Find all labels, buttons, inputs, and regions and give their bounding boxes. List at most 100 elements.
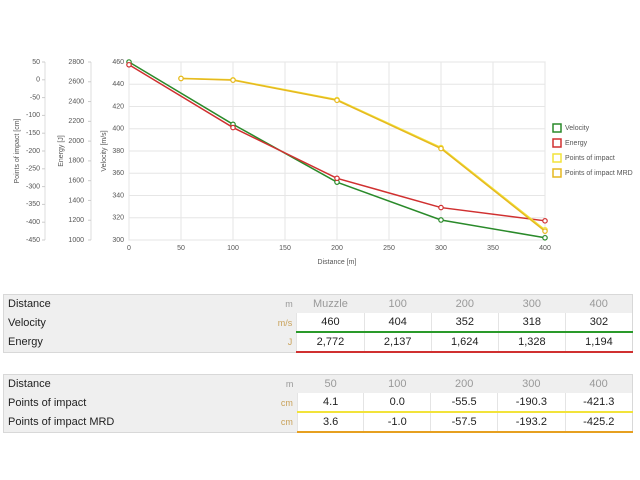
row-label: Velocity (8, 316, 46, 329)
row-label: Distance (8, 378, 51, 390)
y-tick-label: 2400 (68, 98, 84, 105)
point (126, 61, 132, 68)
y-tick-label: 1600 (68, 178, 84, 185)
y-tick-label: 460 (112, 59, 124, 66)
cell: 318 (497, 313, 566, 333)
unit: J (287, 336, 293, 347)
y-axis-title: Energy [J] (58, 135, 65, 167)
y-tick-label: 420 (112, 103, 124, 110)
cell: -193.2 (497, 412, 566, 433)
y-tick-label: -50 (30, 94, 40, 101)
y-axis-title: Velocity [m/s] (101, 130, 108, 171)
y-tick-label: 2600 (68, 79, 84, 86)
x-tick-label: 300 (435, 245, 447, 252)
point (178, 75, 184, 82)
y-tick-label: -300 (26, 183, 40, 190)
unit: m (285, 379, 294, 389)
y-tick-label: 1200 (68, 217, 84, 224)
y-tick-label: 320 (112, 215, 124, 222)
y-tick-label: -250 (26, 166, 40, 173)
cell: 100 (388, 378, 407, 390)
y-tick-label: 2800 (68, 59, 84, 66)
y-tick-label: -150 (26, 130, 40, 137)
x-tick-label: 400 (539, 245, 551, 252)
y-tick-label: 1800 (68, 158, 84, 165)
legend-swatch (552, 123, 562, 133)
unit: cm (280, 397, 293, 408)
y-tick-label: -200 (26, 148, 40, 155)
y-tick-label: 340 (112, 192, 124, 199)
cell: 0.0 (363, 393, 431, 413)
point (230, 124, 236, 131)
point (334, 175, 340, 182)
chart: 50 0 -50 -100 -150 -200 -250 -300 -350 -400 -450 Po… (14, 59, 633, 266)
cell: 400 (589, 298, 608, 310)
x-tick-label: 200 (331, 245, 343, 252)
y-tick-label: 1000 (68, 237, 84, 244)
point (542, 218, 548, 224)
cell: 1,328 (497, 332, 566, 353)
y-tick-label: 0 (36, 77, 40, 84)
table-row: Points of impact cm 4.1 0.0 -55.5 -190.3 -421.… (4, 393, 633, 413)
table: Distance m Muzzle 100 200 300 400 Velocity m/s 46… (3, 294, 633, 353)
row-label: Distance (8, 298, 51, 310)
y-tick-label: -350 (26, 201, 40, 208)
row-label: Energy (8, 335, 43, 348)
cell: -57.5 (430, 412, 498, 433)
table-row: Velocity m/s 460 404 352 318 302 (4, 313, 633, 333)
y-tick-label: 2000 (68, 138, 84, 145)
x-tick-label: 100 (227, 245, 239, 252)
y-tick-label: 2200 (68, 118, 84, 125)
y-tick-label: -450 (26, 237, 40, 244)
y-tick-label: -100 (26, 112, 40, 119)
x-tick-label: 50 (177, 245, 185, 252)
legend-label: Points of impact MRD (565, 170, 633, 177)
cell: 100 (388, 298, 407, 310)
cell: 200 (455, 298, 474, 310)
cell: 2,772 (296, 332, 365, 353)
cell: -1.0 (363, 412, 431, 433)
y-tick-label: 360 (112, 170, 124, 177)
cell: 1,624 (430, 332, 499, 353)
cell: 404 (363, 313, 432, 333)
y-tick-label: 440 (112, 81, 124, 88)
table-row: Distance m 50 100 200 300 400 (4, 375, 633, 394)
y-tick-label: -400 (26, 219, 40, 226)
y-tick-label: 400 (112, 126, 124, 133)
cell: -425.2 (564, 412, 633, 433)
point (230, 77, 236, 83)
unit: cm (280, 416, 293, 427)
cell: -421.3 (564, 393, 633, 413)
cell: 1,194 (564, 332, 633, 353)
x-tick-label: 150 (279, 245, 291, 252)
cell: 400 (589, 378, 608, 390)
legend-swatch (552, 168, 562, 178)
legend-label: Energy (565, 140, 588, 147)
table: Distance m 50 100 200 300 400 Points of impact c… (3, 374, 633, 433)
table-row: Energy J 2,772 2,137 1,624 1,328 1,194 (4, 332, 633, 353)
legend-label: Velocity (565, 125, 590, 132)
y-tick-label: 1400 (68, 197, 84, 204)
row-label: Points of impact MRD (8, 415, 115, 428)
y-axis-title: Points of impact [cm] (14, 118, 21, 183)
cell: 50 (324, 378, 337, 390)
y-tick-label: 50 (32, 59, 40, 66)
y-tick-label: 380 (112, 148, 124, 155)
point (542, 228, 548, 234)
x-axis-title: Distance [m] (318, 259, 357, 266)
x-tick-label: 250 (383, 245, 395, 252)
x-tick-label: 0 (127, 245, 131, 252)
point (438, 145, 444, 152)
cell: 352 (430, 313, 499, 333)
cell: 460 (296, 313, 365, 333)
cell: 200 (454, 378, 474, 390)
y-tick-label: 300 (112, 237, 124, 244)
cell: -190.3 (497, 393, 566, 413)
cell: 2,137 (363, 332, 432, 353)
table-row: Distance m Muzzle 100 200 300 400 (4, 295, 633, 314)
cell: -55.5 (430, 393, 498, 413)
cell: 4.1 (296, 393, 364, 413)
x-tick-label: 350 (487, 245, 499, 252)
legend-swatch (552, 138, 562, 148)
